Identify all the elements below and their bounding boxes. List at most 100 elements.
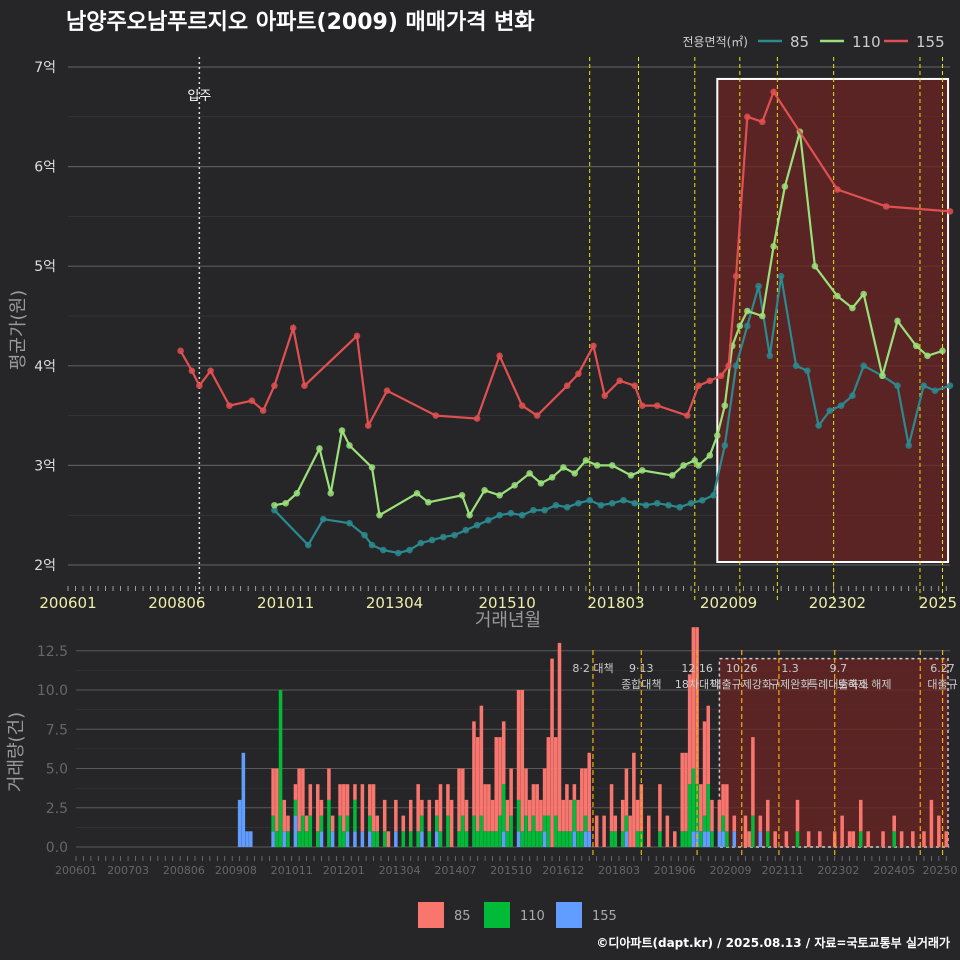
policy-annotation: 12·16	[681, 662, 713, 675]
series-85-point	[440, 533, 447, 541]
bar-segment	[479, 705, 484, 816]
bar-segment	[542, 768, 547, 816]
series-110-point	[744, 307, 751, 315]
bar-segment	[345, 815, 350, 832]
policy-annotation: 6.27	[930, 662, 955, 675]
series-155-line	[179, 89, 951, 430]
bar-segment	[832, 831, 837, 847]
bar-segment	[498, 737, 502, 816]
bar-segment	[751, 815, 755, 847]
bar-segment	[408, 831, 413, 847]
bar-x-tick-label: 200601	[55, 864, 97, 877]
policy-annotation: 9·13	[629, 662, 654, 675]
series-155-point	[706, 377, 714, 385]
bar-segment	[587, 752, 592, 832]
bar-segment	[922, 831, 926, 847]
bar-segment	[327, 799, 331, 847]
bar-segment	[758, 815, 763, 832]
series-110-group	[271, 128, 946, 519]
bar-segment	[892, 831, 896, 847]
bar-segment	[501, 831, 506, 847]
bar-segment	[751, 737, 755, 816]
series-155-point	[271, 382, 278, 390]
series-155-point	[590, 342, 597, 350]
bar-segment	[345, 831, 350, 847]
bar-segment	[583, 815, 588, 832]
bar-legend-key-110	[484, 902, 510, 928]
bar-segment	[632, 752, 636, 847]
bar-x-tick-label: 202405	[873, 864, 915, 877]
bar-segment	[487, 831, 491, 847]
series-85-point	[473, 521, 481, 529]
series-110-point	[714, 432, 721, 439]
series-155-point	[638, 402, 646, 409]
bar-segment	[505, 799, 510, 832]
bar-segment	[457, 831, 461, 847]
series-155-point	[575, 370, 582, 378]
bar-segment	[732, 815, 737, 832]
series-110-point	[327, 489, 335, 497]
bar-legend-label-110: 110	[520, 909, 545, 924]
series-155-point	[653, 402, 661, 409]
series-110-point	[759, 312, 766, 320]
bar-segment	[557, 642, 562, 832]
series-85-point	[755, 282, 762, 290]
bar-segment	[394, 831, 398, 847]
series-110-point	[466, 511, 473, 519]
bar-segment	[472, 815, 476, 847]
series-155-group	[177, 88, 954, 430]
bar-segment	[420, 799, 424, 816]
bar-segment	[609, 784, 614, 832]
bar-segment	[602, 815, 606, 847]
policy-annotation: 토허제 해제	[837, 677, 891, 691]
series-155-point	[248, 397, 256, 404]
series-110-point	[282, 499, 289, 507]
bar-segment	[271, 768, 275, 816]
bar-segment	[576, 799, 580, 832]
series-110-point	[849, 304, 856, 312]
series-85-point	[417, 539, 425, 547]
series-110-point	[496, 491, 503, 499]
bar-segment	[594, 815, 599, 847]
bar-legend-label-85: 85	[454, 909, 471, 924]
y-tick-label: 4억	[34, 359, 56, 375]
bar-x-tick-label: 202111	[762, 864, 804, 877]
bar-segment	[319, 831, 324, 847]
series-155-point	[207, 367, 214, 375]
bar-segment	[249, 831, 253, 847]
bar-x-tick-label: 20250	[923, 864, 958, 877]
bar-segment	[271, 831, 275, 847]
bar-segment	[304, 831, 309, 847]
series-110-point	[638, 467, 646, 474]
series-155-point	[683, 412, 691, 419]
series-110-point	[939, 347, 946, 355]
series-110-point	[695, 462, 702, 469]
series-155-point	[289, 324, 297, 332]
bar-segment	[542, 831, 547, 847]
series-85-point	[920, 382, 928, 390]
series-110-point	[293, 489, 301, 497]
bar-segment	[624, 768, 629, 816]
bar-segment	[308, 815, 313, 847]
bar-segment	[301, 768, 305, 816]
series-85-point	[710, 491, 717, 499]
bar-segment	[583, 768, 588, 816]
series-110-point	[346, 442, 353, 449]
credit-text: ©디아파트(dapt.kr) / 2025.08.13 / 자료=국토교통부 실…	[596, 936, 950, 950]
series-85-point	[552, 501, 560, 509]
bar-segment	[338, 784, 342, 816]
policy-annotation: 8·2 대책	[572, 662, 613, 675]
bar-segment	[691, 627, 696, 769]
bar-segment	[308, 784, 313, 816]
series-85-point	[732, 362, 740, 370]
bar-segment	[881, 831, 885, 847]
series-110-point	[834, 292, 841, 300]
bar-segment	[487, 784, 491, 832]
bar-segment	[717, 799, 722, 832]
bar-legend-key-155	[556, 902, 582, 928]
bar-segment	[680, 831, 684, 847]
series-155-point	[353, 332, 361, 340]
series-110-point	[879, 372, 886, 380]
bar-segment	[721, 831, 725, 847]
bar-segment	[568, 831, 573, 847]
